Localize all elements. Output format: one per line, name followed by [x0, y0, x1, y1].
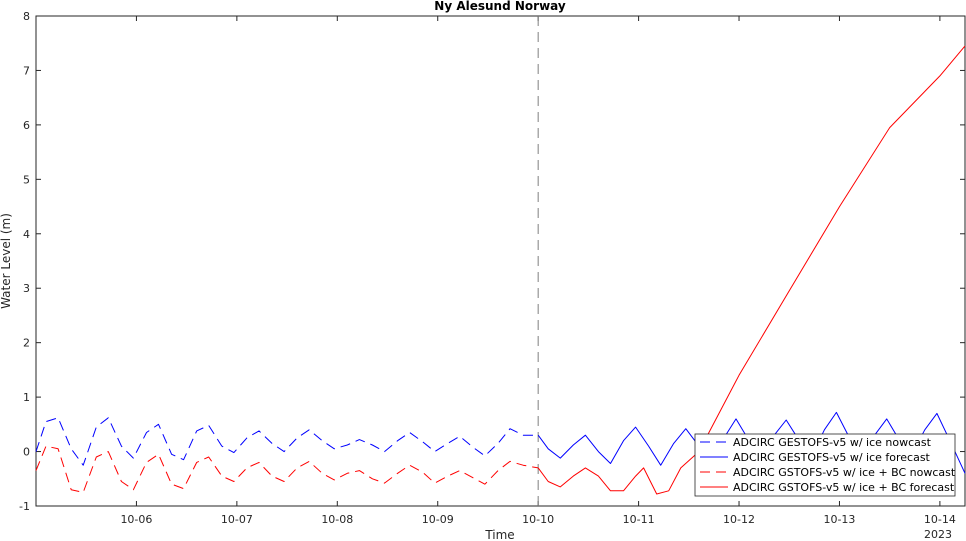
legend-entry-label: ADCIRC GESTOFS-v5 w/ ice forecast: [733, 451, 931, 464]
y-tick-label: 3: [23, 282, 30, 295]
x-tick-label: 10-08: [321, 513, 353, 526]
x-axis-title: Time: [484, 528, 514, 541]
x-tick-label: 10-12: [723, 513, 755, 526]
y-tick-label: 2: [23, 337, 30, 350]
x-tick-label: 10-11: [623, 513, 655, 526]
y-tick-label: 1: [23, 391, 30, 404]
x-tick-label: 10-07: [221, 513, 253, 526]
y-tick-label: 0: [23, 446, 30, 459]
tick-labels: -1 0 1 2 3 4 5 6 7 8 10-06 10-07 10-08 10-09 10-10 10-1…: [19, 10, 956, 526]
series-line-adcirc-gstofs-v5-w-ice-bc-forecast: [537, 45, 966, 495]
legend-entry-label: ADCIRC GSTOFS-v5 w/ ice + BC nowcast: [733, 466, 956, 479]
legend: ADCIRC GESTOFS-v5 w/ ice nowcast ADCIRC G…: [694, 433, 956, 497]
series-line-adcirc-gstofs-v5-w-ice-bc-nowcast: [35, 445, 539, 493]
plot-area: [35, 15, 966, 507]
axis-ticks: [36, 15, 965, 507]
x-tick-label: 10-09: [422, 513, 454, 526]
y-tick-label: 4: [23, 228, 30, 241]
x-tick-label: 10-13: [823, 513, 855, 526]
y-tick-label: 5: [23, 173, 30, 186]
y-tick-label: 6: [23, 119, 30, 132]
x-tick-label: 10-10: [522, 513, 554, 526]
y-tick-label: -1: [19, 500, 30, 513]
legend-entry-label: ADCIRC GESTOFS-v5 w/ ice nowcast: [733, 436, 932, 449]
y-tick-label: 7: [23, 64, 30, 77]
x-axis-year-label: 2023: [924, 528, 952, 541]
x-tick-label: 10-06: [120, 513, 152, 526]
y-axis-title: Water Level (m): [0, 213, 13, 309]
chart-title: Ny Alesund Norway: [434, 0, 566, 13]
x-tick-label: 10-14: [924, 513, 956, 526]
series-line-adcirc-gestofs-v5-w-ice-nowcast: [35, 417, 539, 466]
legend-box: [694, 433, 956, 497]
legend-entry-label: ADCIRC GSTOFS-v5 w/ ice + BC forecast: [733, 481, 955, 494]
y-tick-label: 8: [23, 10, 30, 23]
